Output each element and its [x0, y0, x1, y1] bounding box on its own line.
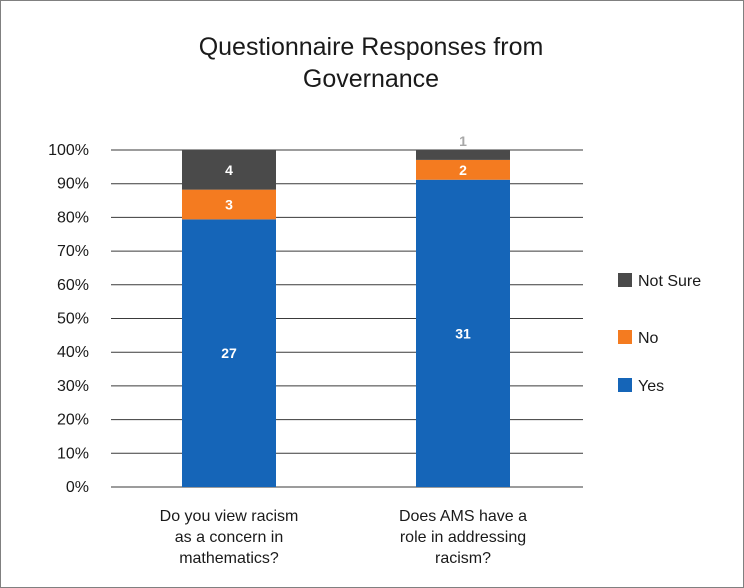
x-category-label: as a concern in: [175, 529, 284, 546]
y-tick-label: 30%: [57, 378, 89, 395]
y-tick-label: 70%: [57, 243, 89, 260]
y-tick-label: 0%: [66, 479, 89, 496]
legend-swatch: [618, 378, 632, 392]
x-category-label: racism?: [435, 550, 491, 567]
bar-segment-no: [416, 159, 510, 180]
bar-segment-not-sure: [416, 150, 510, 160]
data-label: 31: [455, 325, 471, 341]
chart-title: Questionnaire Responses from Governance: [198, 33, 544, 93]
data-label: 1: [459, 133, 467, 149]
legend-swatch: [618, 330, 632, 344]
y-tick-label: 100%: [48, 142, 89, 159]
legend-label: No: [638, 330, 659, 347]
x-category-label: role in addressing: [400, 529, 526, 546]
y-tick-label: 80%: [57, 209, 89, 226]
x-category-label: mathematics?: [179, 550, 279, 567]
data-label: 2: [459, 162, 467, 178]
y-tick-label: 90%: [57, 176, 89, 193]
legend-swatch: [618, 273, 632, 287]
bar-segment-not-sure: [182, 150, 276, 190]
data-label: 27: [221, 345, 237, 361]
y-tick-label: 20%: [57, 412, 89, 429]
y-tick-label: 40%: [57, 344, 89, 361]
data-label: 3: [225, 197, 233, 213]
bar-segment-yes: [416, 179, 510, 487]
x-category-label: Do you view racism: [160, 508, 299, 525]
x-category-label: Does AMS have a: [399, 508, 527, 525]
y-tick-label: 60%: [57, 277, 89, 294]
data-label: 4: [225, 162, 233, 178]
y-tick-label: 50%: [57, 311, 89, 328]
bar-segment-no: [182, 189, 276, 220]
legend-label: Yes: [638, 378, 664, 395]
legend-label: Not Sure: [638, 273, 701, 290]
bar-segment-yes: [182, 219, 276, 487]
y-tick-label: 10%: [57, 445, 89, 462]
